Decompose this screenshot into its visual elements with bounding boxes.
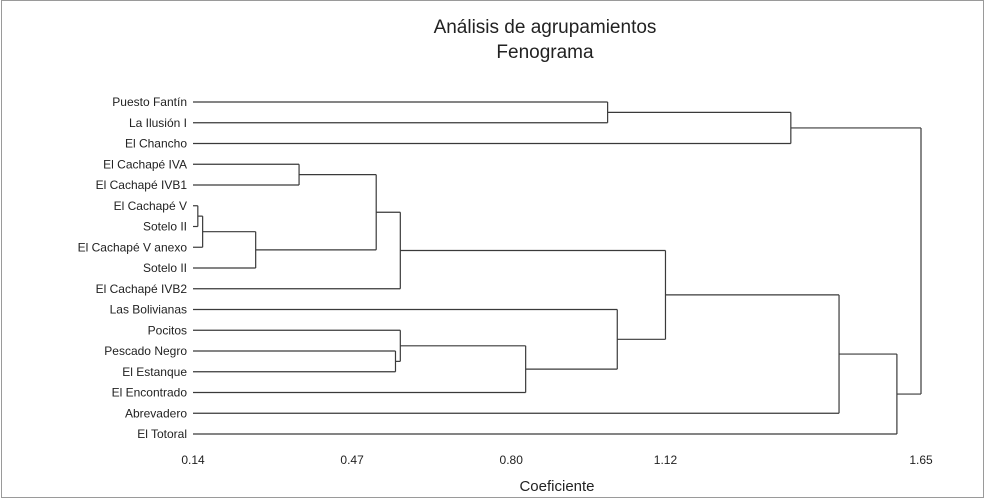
x-tick-label: 1.12 xyxy=(654,453,678,467)
leaf-label: El Totoral xyxy=(137,427,187,441)
leaf-label: Pescado Negro xyxy=(104,344,187,358)
x-tick-label: 0.14 xyxy=(181,453,205,467)
leaf-label: El Cachapé V anexo xyxy=(78,240,188,254)
leaf-label: El Encontrado xyxy=(112,386,188,400)
x-tick-label: 1.65 xyxy=(909,453,933,467)
leaf-labels: Puesto Fantín La Ilusión I El Chancho El Ca… xyxy=(78,95,188,441)
x-tick-label: 0.47 xyxy=(340,453,364,467)
leaf-label: El Chancho xyxy=(125,137,187,151)
x-axis-label: Coeficiente xyxy=(519,478,594,495)
leaf-label: El Cachapé IVB1 xyxy=(96,178,188,192)
chart-subtitle: Fenograma xyxy=(496,42,594,63)
leaf-label: El Cachapé V xyxy=(114,199,187,213)
leaf-label: El Estanque xyxy=(122,365,187,379)
leaf-label: Las Bolivianas xyxy=(110,303,187,317)
leaf-label: Sotelo II xyxy=(143,261,187,275)
leaf-label: Puesto Fantín xyxy=(112,95,187,109)
x-tick-label: 0.80 xyxy=(500,453,524,467)
chart-title: Análisis de agrupamientos xyxy=(434,17,657,38)
leaf-label: El Cachapé IVB2 xyxy=(96,282,188,296)
leaf-label: La Ilusión I xyxy=(129,116,187,130)
leaf-label: Abrevadero xyxy=(125,406,187,420)
leaf-label: Sotelo II xyxy=(143,220,187,234)
leaf-label: Pocitos xyxy=(148,323,187,337)
x-axis-ticks: 0.14 0.47 0.80 1.12 1.65 xyxy=(181,453,933,467)
leaf-label: El Cachapé IVA xyxy=(103,157,187,171)
dendrogram-links xyxy=(193,101,922,435)
